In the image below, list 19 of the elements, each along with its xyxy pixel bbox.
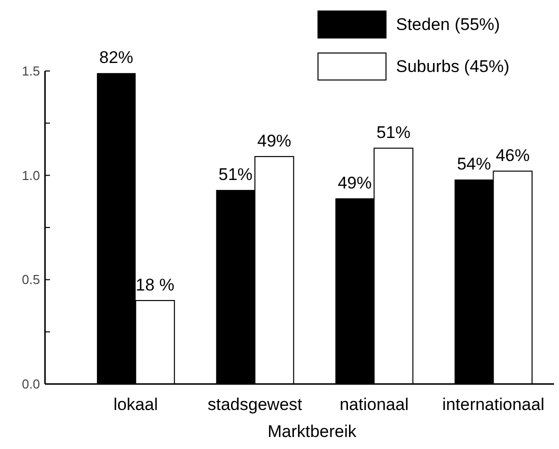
y-tick-label: 0.5	[22, 272, 40, 288]
x-tick-label: nationaal	[340, 395, 409, 414]
y-tick-label: 0.0	[22, 376, 40, 392]
annotation: 54%	[456, 154, 491, 174]
legend-label: Steden (55%)	[396, 14, 500, 34]
legend-label: Suburbs (45%)	[396, 56, 510, 76]
annotation: 18 %	[136, 276, 174, 295]
y-tick-label: 1.0	[22, 168, 40, 183]
x-axis-title: Marktbereik	[268, 422, 357, 441]
annotation: 51%	[218, 164, 253, 184]
annotation: 49%	[338, 173, 372, 192]
x-tick-label: lokaal	[113, 395, 158, 414]
annotation: 49%	[257, 132, 292, 151]
x-tick-label: internationaal	[442, 395, 544, 414]
x-tick-label: stadsgewest	[208, 395, 302, 414]
annotation: 46%	[496, 146, 530, 166]
y-tick-label: 1.5	[22, 64, 40, 79]
annotation: 51%	[376, 123, 410, 142]
annotation: 82%	[99, 48, 134, 68]
